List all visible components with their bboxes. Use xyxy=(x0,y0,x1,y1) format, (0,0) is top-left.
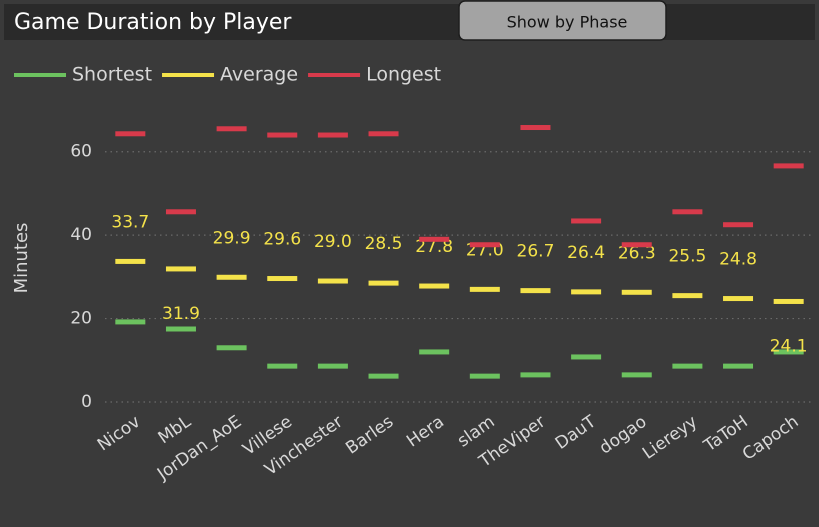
dash-mark xyxy=(469,286,500,292)
dash-mark xyxy=(672,293,703,299)
data-label: 29.0 xyxy=(314,232,352,252)
data-label: 33.7 xyxy=(111,212,149,232)
phase-button[interactable]: Show by Phase xyxy=(458,0,667,41)
data-label: 28.5 xyxy=(365,234,403,254)
dash-mark xyxy=(165,266,196,272)
dash-mark xyxy=(419,283,450,289)
dash-mark xyxy=(621,242,652,248)
dash-mark xyxy=(773,349,804,355)
dash-mark xyxy=(672,209,703,215)
data-label: 27.8 xyxy=(415,237,453,257)
legend-label: Longest xyxy=(366,64,441,86)
dash-mark xyxy=(723,222,754,228)
data-label: 24.8 xyxy=(719,250,757,270)
dash-mark xyxy=(571,289,602,295)
y-tick-label: 0 xyxy=(81,392,92,412)
dash-mark xyxy=(419,349,450,355)
dash-mark xyxy=(672,363,703,369)
dash-mark xyxy=(520,125,551,131)
y-tick-label: 60 xyxy=(70,142,92,162)
dash-mark xyxy=(165,209,196,215)
data-label: 26.3 xyxy=(618,243,656,263)
data-label: 26.7 xyxy=(517,242,555,262)
dash-mark xyxy=(368,280,399,286)
dash-mark xyxy=(419,236,450,242)
dash-mark xyxy=(368,373,399,379)
data-label: 24.1 xyxy=(770,336,808,356)
dash-mark xyxy=(115,258,146,264)
legend-label: Shortest xyxy=(72,64,152,86)
dash-mark xyxy=(571,218,602,224)
header-bar xyxy=(4,4,815,40)
data-label: 26.4 xyxy=(567,243,605,263)
dash-mark xyxy=(317,363,348,369)
dash-mark xyxy=(773,298,804,304)
button-label[interactable]: Show by Phase xyxy=(507,13,628,32)
y-tick-label: 40 xyxy=(70,225,92,245)
legend-label: Average xyxy=(220,64,298,86)
data-label: 29.6 xyxy=(263,230,301,250)
dash-mark xyxy=(165,326,196,332)
dash-mark xyxy=(621,372,652,378)
y-tick-label: 20 xyxy=(70,309,92,329)
dash-mark xyxy=(216,345,247,351)
data-label: 25.5 xyxy=(668,247,706,267)
dash-mark xyxy=(115,131,146,137)
dash-mark xyxy=(317,132,348,138)
y-axis-label: Minutes xyxy=(11,223,32,294)
dash-mark xyxy=(368,131,399,137)
chart-title: Game Duration by Player xyxy=(14,10,292,35)
dash-mark xyxy=(216,274,247,280)
dash-mark xyxy=(723,363,754,369)
dash-mark xyxy=(115,319,146,325)
dash-mark xyxy=(267,363,298,369)
dash-mark xyxy=(267,132,298,138)
dash-mark xyxy=(773,163,804,169)
dash-mark xyxy=(621,289,652,295)
dash-mark xyxy=(520,372,551,378)
dash-mark xyxy=(723,296,754,302)
dash-mark xyxy=(571,354,602,360)
dash-mark xyxy=(267,276,298,282)
dash-mark xyxy=(469,373,500,379)
data-label: 31.9 xyxy=(162,304,200,324)
dash-mark xyxy=(469,242,500,248)
dash-mark xyxy=(317,278,348,284)
dash-mark xyxy=(520,288,551,294)
data-label: 29.9 xyxy=(213,228,251,248)
button-background[interactable] xyxy=(458,0,667,41)
dash-mark xyxy=(216,126,247,132)
